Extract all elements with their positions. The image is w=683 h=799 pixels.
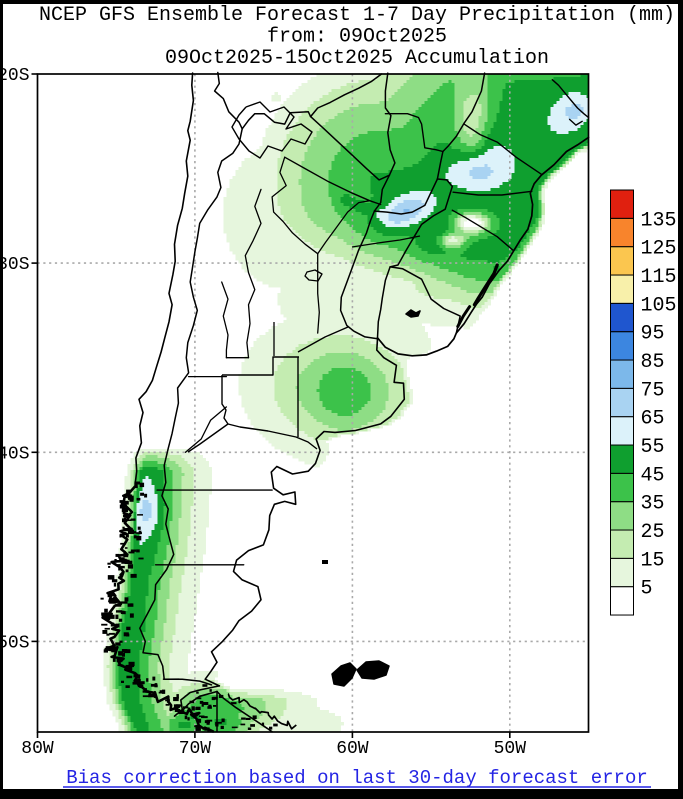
svg-text:45: 45 bbox=[641, 464, 665, 487]
svg-text:50S: 50S bbox=[0, 633, 30, 653]
svg-text:25: 25 bbox=[641, 521, 665, 544]
svg-text:55: 55 bbox=[641, 436, 665, 459]
svg-text:from: 09Oct2025: from: 09Oct2025 bbox=[267, 26, 447, 49]
svg-text:135: 135 bbox=[641, 209, 677, 232]
svg-text:105: 105 bbox=[641, 294, 677, 317]
svg-text:15: 15 bbox=[641, 549, 665, 572]
svg-text:5: 5 bbox=[641, 578, 653, 601]
svg-text:20S: 20S bbox=[0, 66, 30, 86]
svg-text:Bias correction based on last: Bias correction based on last 30-day for… bbox=[66, 767, 648, 789]
svg-text:85: 85 bbox=[641, 351, 665, 374]
svg-text:125: 125 bbox=[641, 238, 677, 261]
svg-text:NCEP GFS Ensemble Forecast 1-7: NCEP GFS Ensemble Forecast 1-7 Day Preci… bbox=[39, 4, 675, 27]
svg-text:75: 75 bbox=[641, 379, 665, 402]
svg-text:70W: 70W bbox=[179, 739, 212, 759]
svg-text:95: 95 bbox=[641, 323, 665, 346]
svg-text:09Oct2025-15Oct2025 Accumulati: 09Oct2025-15Oct2025 Accumulation bbox=[165, 47, 549, 70]
svg-text:30S: 30S bbox=[0, 255, 30, 275]
svg-text:60W: 60W bbox=[336, 739, 369, 759]
svg-text:80W: 80W bbox=[21, 739, 54, 759]
svg-text:40S: 40S bbox=[0, 444, 30, 464]
svg-text:50W: 50W bbox=[494, 739, 527, 759]
svg-text:65: 65 bbox=[641, 408, 665, 431]
svg-text:115: 115 bbox=[641, 266, 677, 289]
svg-text:35: 35 bbox=[641, 493, 665, 516]
